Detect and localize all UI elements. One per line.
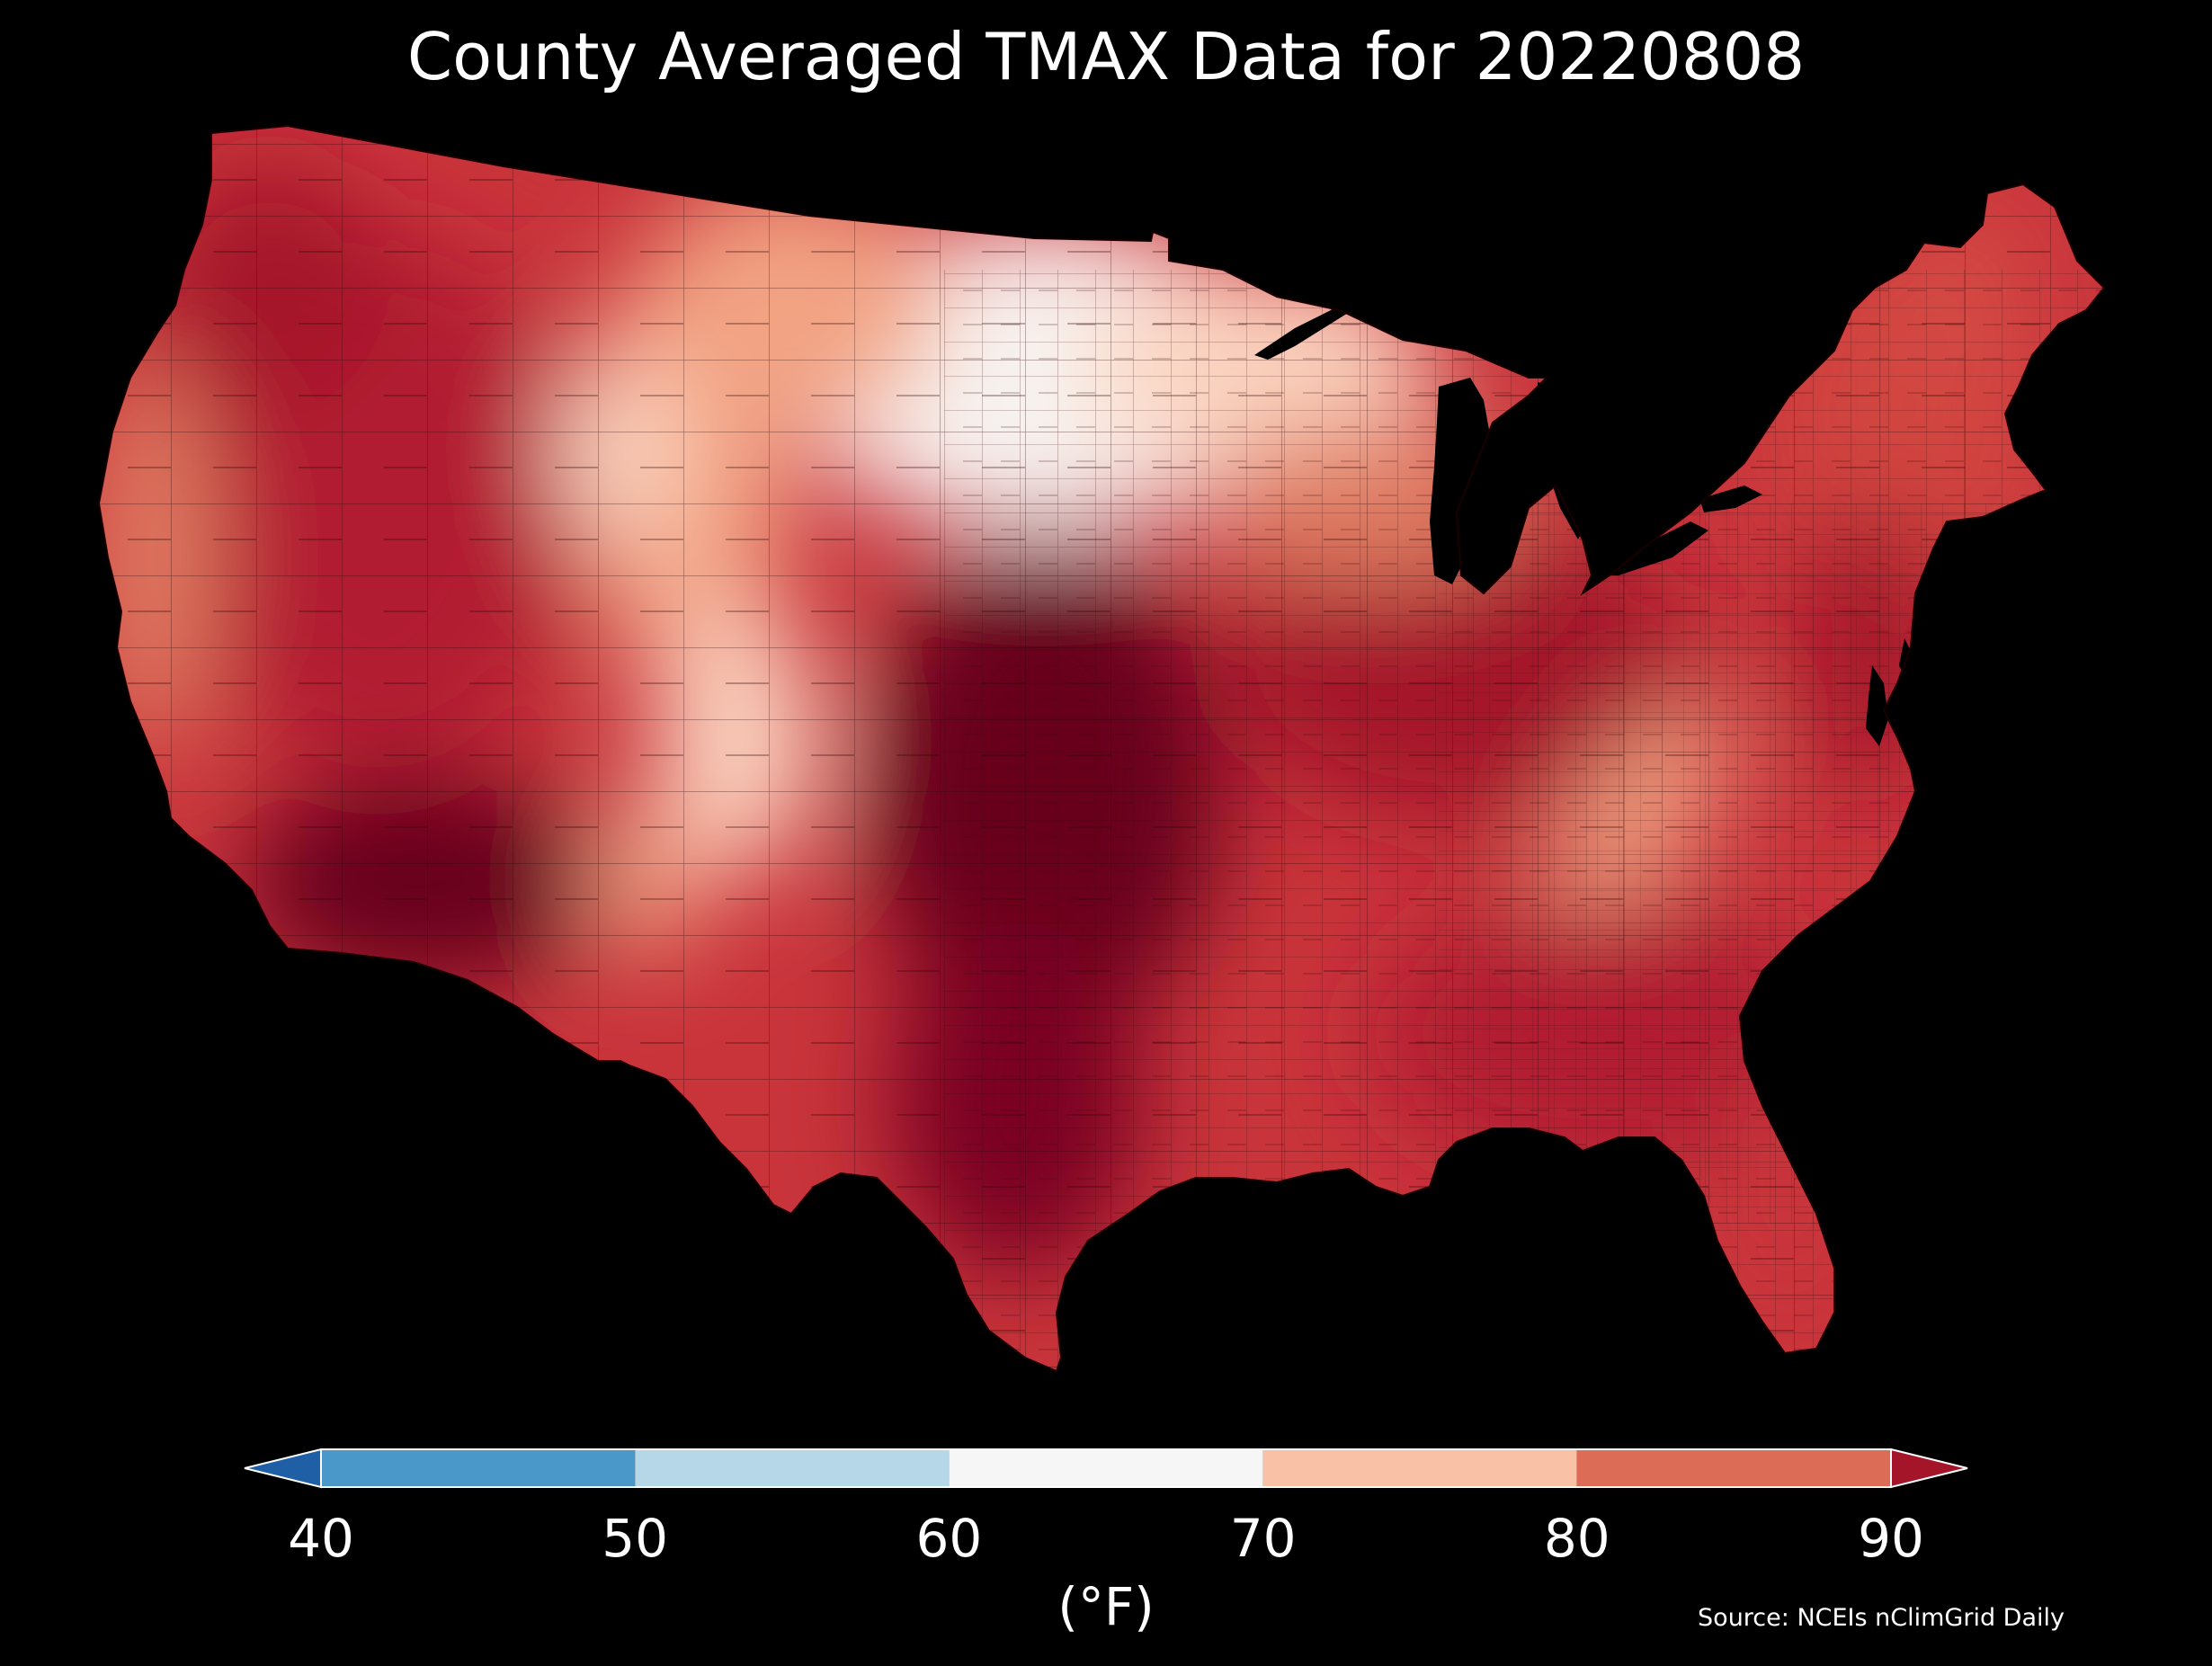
colorbar-bin-70-80	[1262, 1449, 1577, 1487]
page-title: County Averaged TMAX Data for 20220808	[406, 19, 1806, 94]
colorbar-tick-50: 50	[602, 1508, 669, 1569]
colorbar-under-arrow	[244, 1448, 322, 1489]
colorbar-over-arrow	[1890, 1448, 1968, 1489]
colorbar-tick-60: 60	[915, 1508, 983, 1569]
colorbar-unit-label: (°F)	[1057, 1576, 1155, 1637]
us-outline	[97, 124, 2106, 1373]
great-lakes	[1254, 286, 1762, 584]
colorbar-bin-80-90	[1576, 1449, 1891, 1487]
colorbar-tick-80: 80	[1543, 1508, 1610, 1569]
source-note: Source: NCEIs nClimGrid Daily	[1698, 1604, 2065, 1632]
colorbar-bins	[321, 1449, 1891, 1487]
colorbar-tick-70: 70	[1229, 1508, 1297, 1569]
colorbar-bin-60-70	[949, 1449, 1263, 1487]
colorbar-tick-40: 40	[288, 1508, 354, 1569]
colorbar-tick-90: 90	[1858, 1508, 1924, 1569]
colorbar-bin-50-60	[635, 1449, 950, 1487]
colorbar-frame	[320, 1448, 1892, 1488]
colorbar-bin-40-50	[321, 1449, 636, 1487]
